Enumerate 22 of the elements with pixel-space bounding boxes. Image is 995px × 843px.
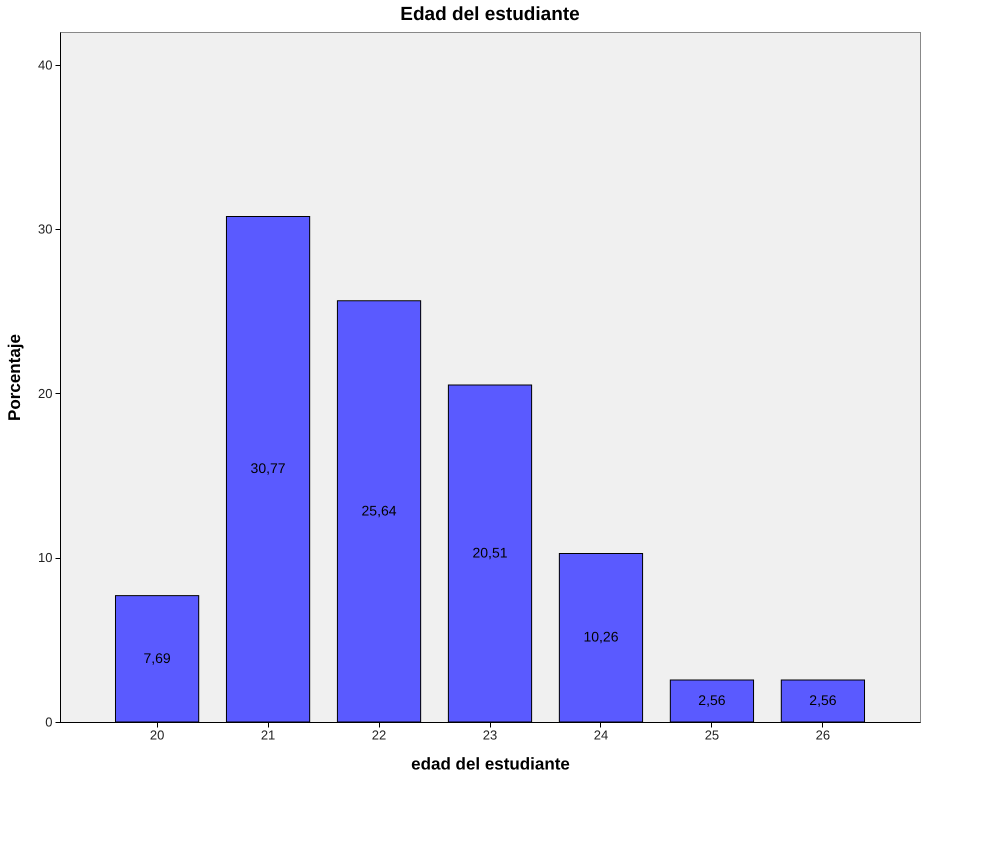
x-tick-label: 23 [482, 728, 498, 742]
data-label: 30,77 [250, 460, 286, 476]
y-tick-label: 30 [38, 222, 52, 237]
x-tick-label: 25 [704, 728, 720, 742]
data-label: 2,56 [809, 692, 837, 708]
y-tick-label: 0 [45, 714, 52, 730]
y-tick-label: 10 [38, 550, 52, 566]
x-tick-label: 26 [816, 728, 830, 742]
y-tick-label: 40 [38, 57, 52, 72]
y-tick-label: 20 [38, 386, 52, 401]
x-tick-label: 24 [594, 728, 608, 742]
data-label: 2,56 [698, 692, 726, 708]
data-label: 10,26 [583, 628, 619, 645]
x-axis-title: edad del estudiante [411, 754, 570, 774]
data-label: 7,69 [143, 650, 171, 666]
x-tick-label: 20 [150, 728, 164, 742]
data-label: 25,64 [362, 502, 397, 518]
x-tick-label: 22 [372, 728, 386, 742]
x-tick-label: 21 [260, 728, 276, 742]
y-axis-title: Porcentaje [5, 334, 24, 421]
data-label: 20,51 [472, 544, 508, 561]
chart-title: Edad del estudiante [400, 4, 580, 25]
